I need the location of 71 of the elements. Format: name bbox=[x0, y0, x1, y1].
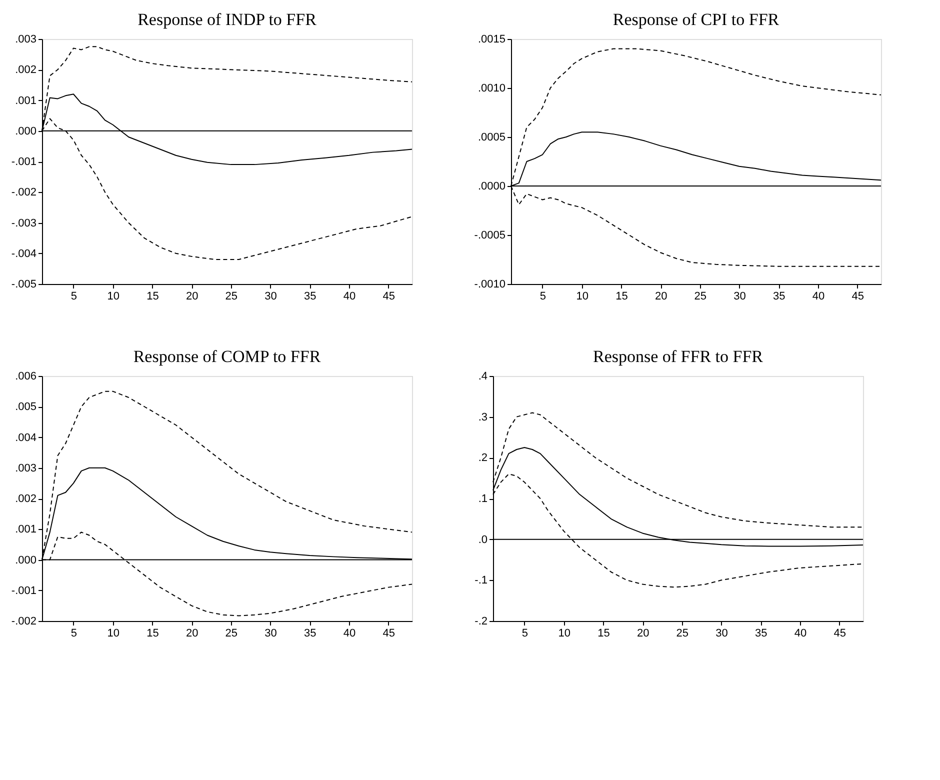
y-tick-label: .0010 bbox=[478, 82, 506, 94]
y-tick-label: .005 bbox=[15, 401, 36, 414]
chart-title: Response of COMP to FFR bbox=[133, 347, 322, 366]
x-tick-label: 45 bbox=[382, 290, 396, 302]
x-tick-label: 20 bbox=[186, 290, 198, 302]
x-tick-label: 20 bbox=[186, 628, 198, 640]
y-tick-label: .0015 bbox=[478, 34, 506, 46]
y-tick-label: .001 bbox=[15, 94, 36, 107]
x-tick-label: 10 bbox=[107, 290, 120, 302]
y-tick-label: -.005 bbox=[11, 278, 36, 290]
x-tick-label: 15 bbox=[146, 628, 159, 640]
x-tick-label: 25 bbox=[676, 628, 689, 640]
x-tick-label: 20 bbox=[654, 290, 668, 302]
y-tick-label: .004 bbox=[15, 432, 36, 444]
x-tick-label: 40 bbox=[812, 290, 825, 302]
x-tick-label: 30 bbox=[734, 290, 746, 302]
x-tick-label: 5 bbox=[522, 628, 528, 640]
y-tick-label: .0 bbox=[478, 534, 488, 546]
y-tick-label: .003 bbox=[15, 462, 36, 474]
x-tick-label: 15 bbox=[598, 628, 610, 640]
x-tick-label: 15 bbox=[616, 290, 628, 302]
x-tick-label: 5 bbox=[70, 628, 78, 640]
x-tick-label: 10 bbox=[107, 628, 120, 640]
x-tick-label: 30 bbox=[264, 628, 277, 640]
x-tick-label: 35 bbox=[304, 290, 316, 302]
y-tick-label: .002 bbox=[15, 493, 36, 505]
y-tick-label: -.1 bbox=[474, 574, 488, 587]
x-tick-label: 25 bbox=[225, 628, 238, 640]
x-tick-label: 40 bbox=[343, 628, 356, 640]
chart-title: Response of CPI to FFR bbox=[612, 10, 780, 29]
y-tick-label: -.002 bbox=[11, 186, 36, 199]
x-tick-label: 35 bbox=[773, 290, 786, 302]
x-tick-label: 15 bbox=[146, 290, 159, 302]
x-tick-label: 40 bbox=[343, 290, 356, 302]
y-tick-label: .002 bbox=[15, 64, 36, 76]
x-tick-label: 45 bbox=[382, 628, 396, 640]
x-tick-label: 30 bbox=[716, 628, 728, 640]
y-tick-label: .1 bbox=[478, 493, 488, 505]
chart-title: Response of FFR to FFR bbox=[592, 347, 764, 366]
x-tick-label: 35 bbox=[755, 628, 768, 640]
x-tick-label: 25 bbox=[225, 290, 238, 302]
y-tick-label: .2 bbox=[478, 452, 488, 464]
y-tick-label: .000 bbox=[15, 554, 36, 566]
x-tick-label: 45 bbox=[834, 628, 846, 640]
x-tick-label: 5 bbox=[540, 290, 546, 302]
y-tick-label: .001 bbox=[15, 524, 36, 536]
y-tick-label: -.003 bbox=[11, 217, 36, 230]
x-tick-label: 5 bbox=[70, 290, 78, 302]
y-tick-label: .006 bbox=[15, 370, 36, 382]
y-tick-label: .000 bbox=[15, 125, 36, 138]
y-tick-label: -.0010 bbox=[474, 278, 506, 290]
y-tick-label: -.001 bbox=[11, 156, 36, 168]
y-tick-label: -.0005 bbox=[474, 230, 506, 242]
y-tick-label: -.004 bbox=[11, 248, 36, 260]
y-tick-label: .0000 bbox=[478, 180, 506, 192]
y-tick-label: .0005 bbox=[478, 132, 506, 144]
y-tick-label: -.2 bbox=[474, 616, 488, 628]
y-tick-label: .4 bbox=[478, 370, 488, 382]
y-tick-label: -.002 bbox=[11, 616, 36, 628]
x-tick-label: 20 bbox=[636, 628, 650, 640]
x-tick-label: 25 bbox=[694, 290, 707, 302]
x-tick-label: 35 bbox=[304, 628, 316, 640]
chart-title: Response of INDP to FFR bbox=[138, 10, 318, 29]
x-tick-label: 10 bbox=[576, 290, 588, 302]
y-tick-label: .003 bbox=[15, 34, 36, 46]
y-tick-label: .3 bbox=[478, 411, 488, 424]
x-tick-label: 30 bbox=[264, 290, 277, 302]
x-tick-label: 45 bbox=[852, 290, 864, 302]
x-tick-label: 40 bbox=[794, 628, 807, 640]
x-tick-label: 10 bbox=[558, 628, 570, 640]
y-tick-label: -.001 bbox=[11, 584, 36, 597]
